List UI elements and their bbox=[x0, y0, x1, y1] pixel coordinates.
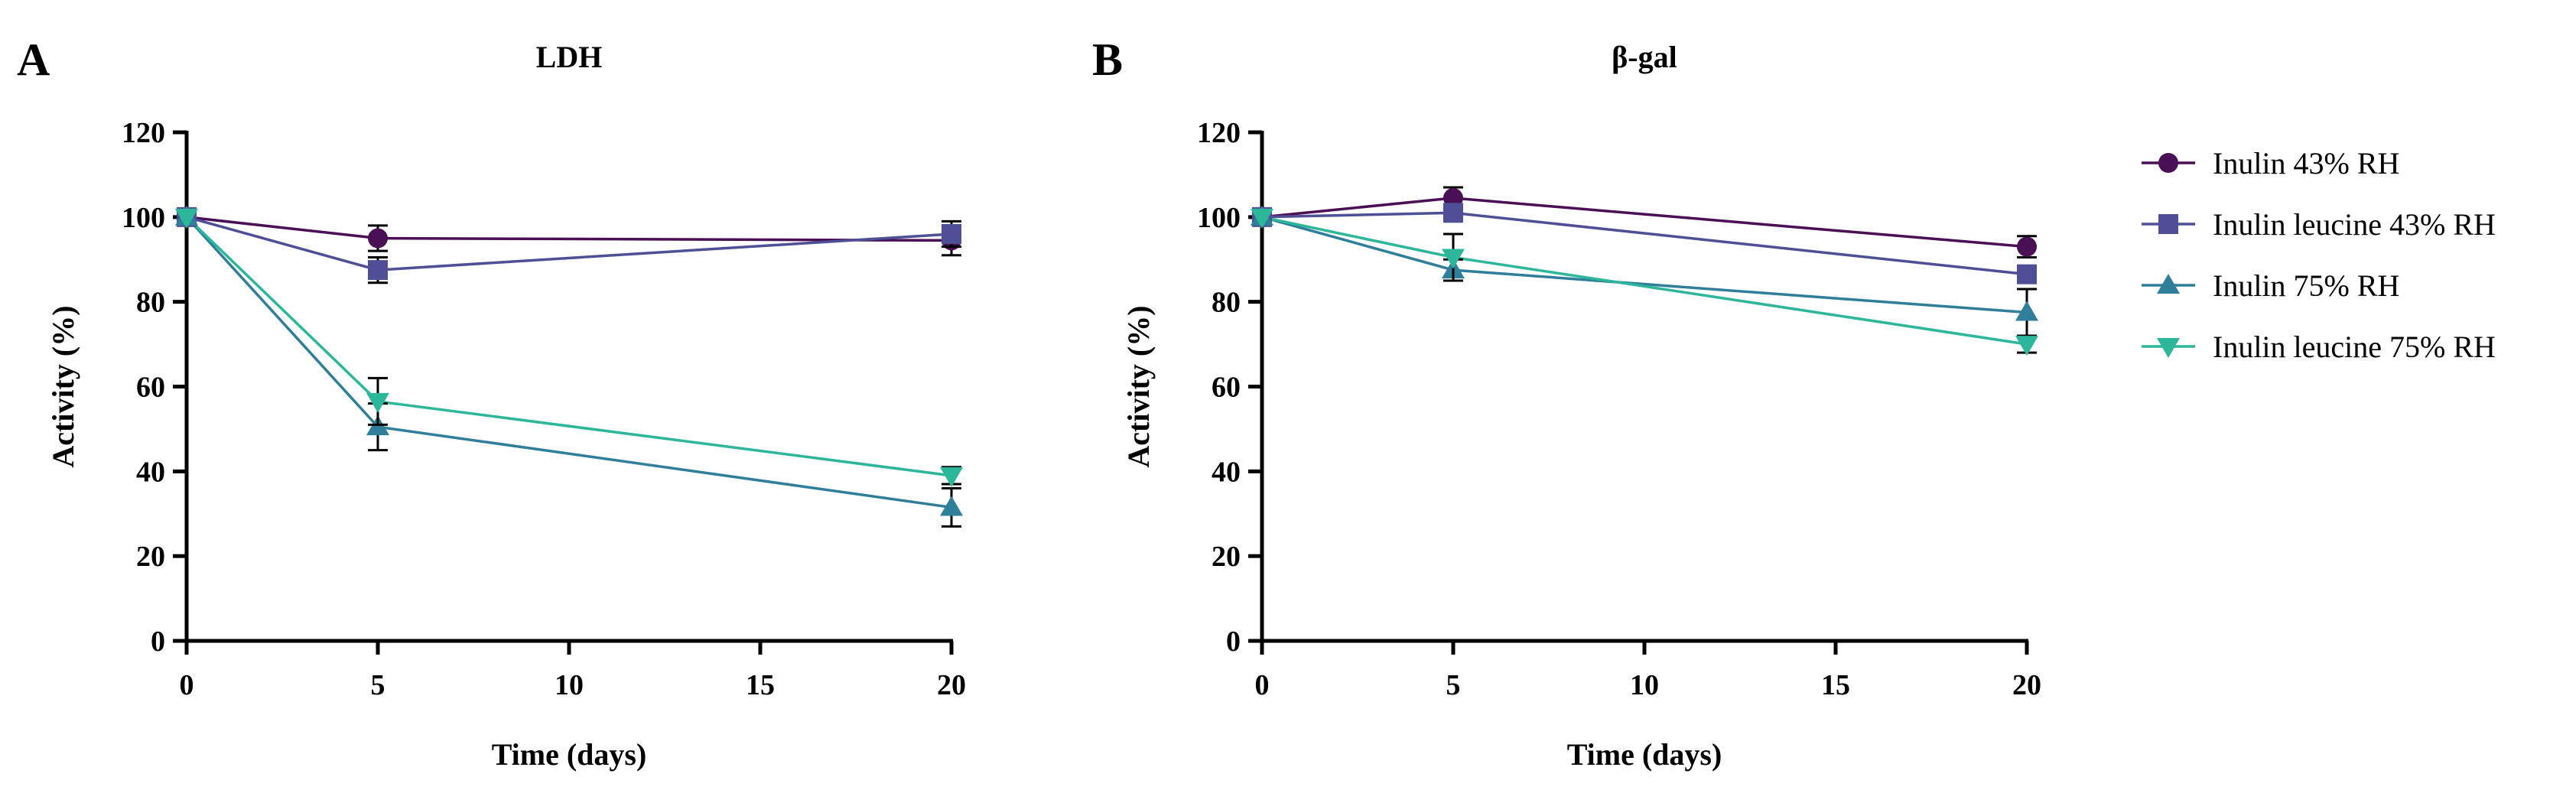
y-tick-label: 60 bbox=[1212, 372, 1241, 404]
legend-marker bbox=[2157, 274, 2180, 294]
data-point-4 bbox=[175, 208, 198, 229]
y-tick-label: 60 bbox=[136, 372, 165, 404]
data-point-1 bbox=[2017, 236, 2037, 257]
panel-letter: B bbox=[1092, 34, 1123, 85]
y-tick-label: 100 bbox=[1197, 202, 1241, 234]
data-point-4 bbox=[940, 467, 963, 487]
data-point-4 bbox=[1442, 249, 1465, 269]
data-point-4 bbox=[366, 392, 389, 413]
x-tick-label: 5 bbox=[371, 669, 385, 701]
series-line-1 bbox=[1261, 197, 2028, 249]
data-point-2 bbox=[368, 260, 388, 281]
legend-label: Inulin leucine 75% RH bbox=[2213, 330, 2496, 364]
legend-item-2: Inulin leucine 43% RH bbox=[2142, 207, 2496, 242]
x-tick-label: 10 bbox=[1630, 669, 1659, 701]
y-tick-label: 20 bbox=[136, 541, 165, 573]
data-point-3 bbox=[2015, 301, 2038, 321]
y-tick-label: 80 bbox=[1212, 287, 1241, 319]
chart-title: β-gal bbox=[1612, 40, 1677, 74]
y-tick-label: 120 bbox=[122, 117, 165, 149]
legend-item-3: Inulin 75% RH bbox=[2142, 268, 2399, 303]
legend-label: Inulin 43% RH bbox=[2213, 146, 2399, 180]
y-tick-label: 80 bbox=[136, 287, 165, 319]
series-line-2 bbox=[186, 216, 952, 271]
x-tick-label: 5 bbox=[1446, 669, 1461, 701]
data-point-3 bbox=[940, 496, 963, 516]
x-tick-label: 0 bbox=[180, 669, 194, 701]
legend-label: Inulin 75% RH bbox=[2213, 268, 2399, 303]
y-tick-label: 40 bbox=[1212, 456, 1241, 488]
series-line-3 bbox=[1261, 216, 2028, 314]
legend-label: Inulin leucine 43% RH bbox=[2213, 207, 2496, 242]
legend: Inulin 43% RH Inulin leucine 43% RH Inulin… bbox=[2142, 146, 2496, 364]
x-axis-label: Time (days) bbox=[492, 737, 647, 772]
x-axis-label: Time (days) bbox=[1567, 737, 1722, 772]
series-line-1 bbox=[186, 216, 952, 242]
x-tick-label: 0 bbox=[1255, 669, 1270, 701]
panel-letter: A bbox=[17, 34, 50, 85]
data-point-1 bbox=[368, 228, 388, 249]
y-tick-label: 100 bbox=[122, 202, 165, 234]
x-tick-label: 20 bbox=[937, 669, 966, 701]
data-point-2 bbox=[2017, 264, 2037, 284]
x-tick-label: 15 bbox=[1821, 669, 1850, 701]
data-point-4 bbox=[2015, 336, 2038, 356]
x-tick-label: 10 bbox=[555, 669, 584, 701]
y-tick-label: 0 bbox=[1226, 626, 1241, 658]
y-axis-label: Activity (%) bbox=[1121, 305, 1156, 467]
chart-panel-a: A LDH 0 20 40 60 80 100 120 0 5 10 15 20 Time (days) Ac… bbox=[17, 34, 966, 772]
data-point-2 bbox=[1443, 203, 1463, 223]
x-tick-label: 15 bbox=[746, 669, 775, 701]
y-tick-label: 20 bbox=[1212, 541, 1241, 573]
y-axis-label: Activity (%) bbox=[46, 305, 80, 467]
legend-marker bbox=[2157, 338, 2180, 358]
series-line-2 bbox=[1261, 211, 2028, 276]
chart-title: LDH bbox=[536, 40, 603, 74]
legend-item-4: Inulin leucine 75% RH bbox=[2142, 330, 2496, 364]
legend-marker bbox=[2158, 153, 2178, 173]
legend-item-1: Inulin 43% RH bbox=[2142, 146, 2399, 180]
series-line-3 bbox=[185, 216, 952, 509]
y-tick-label: 40 bbox=[136, 456, 165, 488]
data-point-4 bbox=[1251, 208, 1273, 229]
y-tick-label: 120 bbox=[1197, 117, 1241, 149]
y-tick-label: 0 bbox=[151, 626, 165, 658]
series-line-4 bbox=[185, 216, 952, 477]
x-tick-label: 20 bbox=[2012, 669, 2041, 701]
data-point-2 bbox=[942, 224, 961, 244]
legend-marker bbox=[2158, 214, 2178, 234]
